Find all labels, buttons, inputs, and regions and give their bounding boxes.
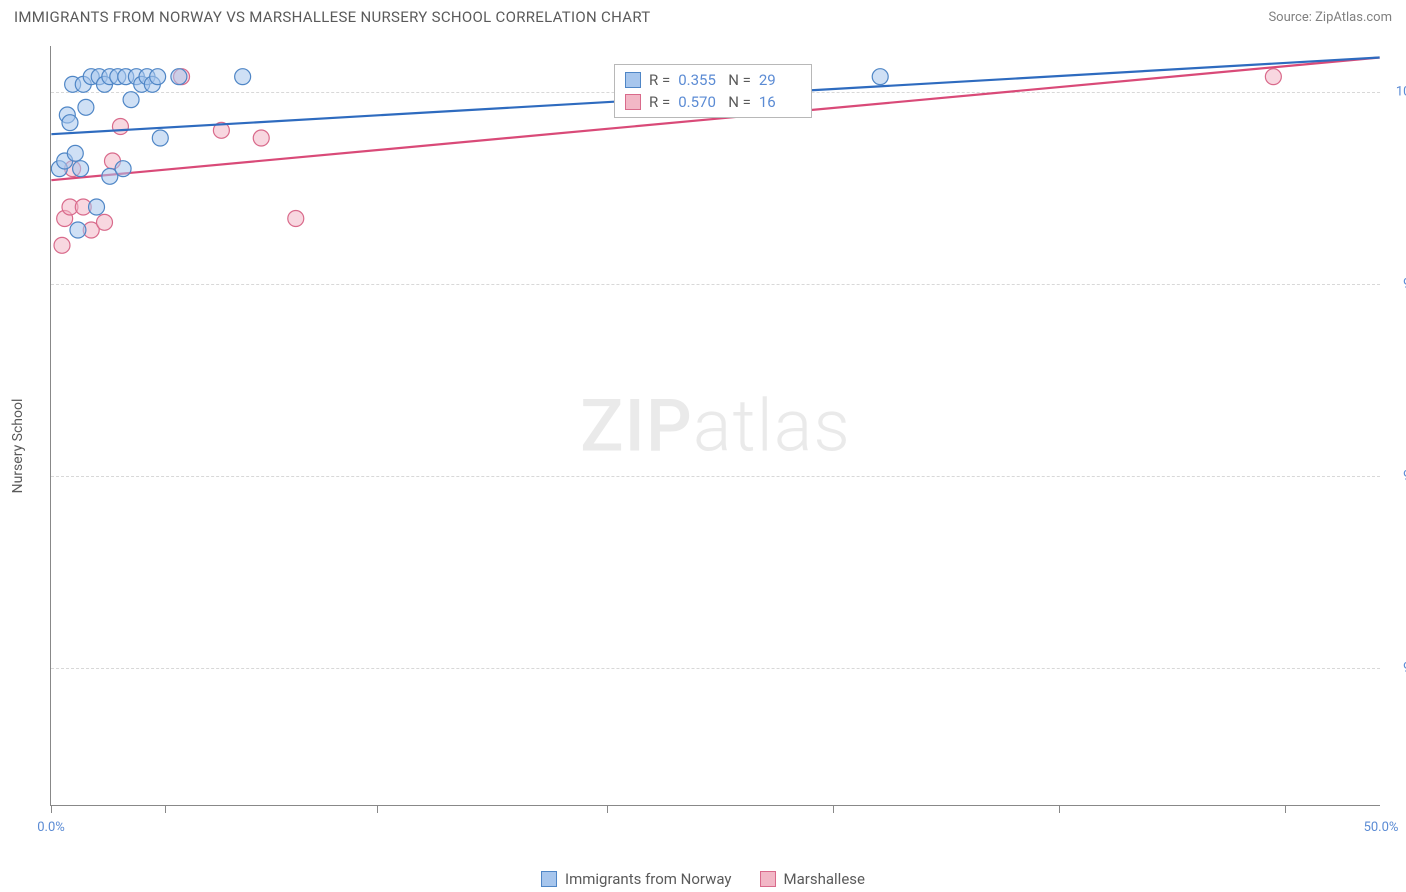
r-label: R = [649,93,670,111]
marshallese-n-value: 16 [759,93,801,111]
legend-item-marshallese: Marshallese [760,870,865,888]
x-tick-label: 50.0% [1364,820,1399,835]
norway-n-value: 29 [759,71,801,89]
x-tick [607,805,608,813]
data-point [78,99,94,115]
data-point [115,161,131,177]
marshallese-swatch-icon [625,94,641,110]
marshallese-legend-swatch-icon [760,871,776,887]
data-point [112,119,128,135]
y-tick-label: 97.5% [1386,276,1406,291]
data-point [152,130,168,146]
y-tick-label: 95.0% [1386,468,1406,483]
data-point [288,211,304,227]
data-point [235,69,251,85]
data-point [253,130,269,146]
legend-bottom: Immigrants from Norway Marshallese [541,870,865,888]
scatter-plot-svg [51,46,1380,805]
norway-legend-swatch-icon [541,871,557,887]
marshallese-legend-label: Marshallese [784,870,865,888]
stats-row-norway: R = 0.355 N = 29 [625,69,801,91]
n-label: N = [728,71,751,89]
x-tick [51,805,52,813]
data-point [54,237,70,253]
correlation-stats-box: R = 0.355 N = 29 R = 0.570 N = 16 [614,64,812,118]
x-tick [377,805,378,813]
norway-legend-label: Immigrants from Norway [565,870,732,888]
y-tick-label: 100.0% [1386,85,1406,100]
r-label: R = [649,71,670,89]
data-point [67,145,83,161]
y-axis-title: Nursery School [10,399,26,494]
data-point [89,199,105,215]
data-point [97,214,113,230]
source-name: ZipAtlas.com [1315,10,1392,25]
norway-swatch-icon [625,72,641,88]
norway-r-value: 0.355 [678,71,720,89]
source-attribution: Source: ZipAtlas.com [1268,10,1392,25]
data-point [73,161,89,177]
data-point [150,69,166,85]
source-label: Source: [1268,10,1311,25]
data-point [1265,69,1281,85]
x-tick-label: 0.0% [37,820,65,835]
n-label: N = [728,93,751,111]
data-point [62,115,78,131]
marshallese-r-value: 0.570 [678,93,720,111]
x-tick [833,805,834,813]
data-point [171,69,187,85]
legend-item-norway: Immigrants from Norway [541,870,732,888]
data-point [872,69,888,85]
data-point [70,222,86,238]
x-tick [165,805,166,813]
stats-row-marshallese: R = 0.570 N = 16 [625,91,801,113]
x-tick [1059,805,1060,813]
chart-plot-area: ZIPatlas R = 0.355 N = 29 R = 0.570 N = … [50,46,1380,806]
chart-header: IMMIGRANTS FROM NORWAY VS MARSHALLESE NU… [0,0,1406,32]
data-point [123,92,139,108]
chart-title: IMMIGRANTS FROM NORWAY VS MARSHALLESE NU… [14,8,651,26]
y-tick-label: 92.5% [1386,660,1406,675]
x-tick [1285,805,1286,813]
